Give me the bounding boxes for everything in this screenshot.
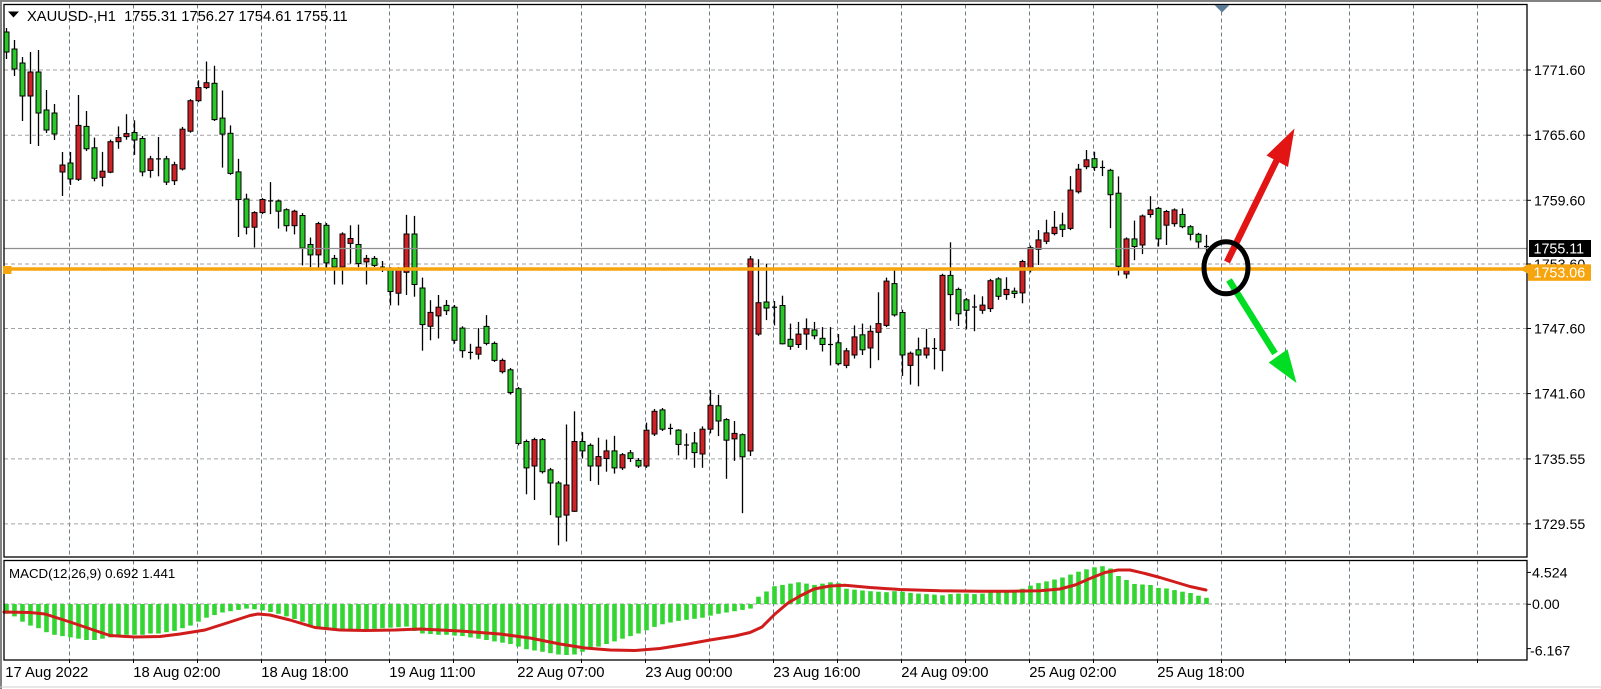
svg-text:1755.11: 1755.11 bbox=[1534, 242, 1585, 258]
svg-text:18 Aug 02:00: 18 Aug 02:00 bbox=[133, 665, 220, 681]
svg-text:1753.06: 1753.06 bbox=[1534, 266, 1586, 282]
svg-text:4.524: 4.524 bbox=[1532, 565, 1568, 581]
svg-text:25 Aug 18:00: 25 Aug 18:00 bbox=[1157, 665, 1244, 681]
svg-text:1765.60: 1765.60 bbox=[1534, 128, 1585, 144]
svg-text:18 Aug 18:00: 18 Aug 18:00 bbox=[261, 665, 348, 681]
svg-text:1771.60: 1771.60 bbox=[1534, 63, 1585, 79]
svg-text:1741.60: 1741.60 bbox=[1534, 387, 1585, 403]
svg-text:24 Aug 09:00: 24 Aug 09:00 bbox=[901, 665, 988, 681]
svg-text:0.00: 0.00 bbox=[1532, 597, 1560, 613]
svg-text:1735.55: 1735.55 bbox=[1534, 452, 1585, 468]
svg-text:-6.167: -6.167 bbox=[1530, 643, 1570, 659]
svg-text:1747.60: 1747.60 bbox=[1534, 322, 1585, 338]
svg-text:23 Aug 00:00: 23 Aug 00:00 bbox=[645, 665, 732, 681]
svg-text:23 Aug 16:00: 23 Aug 16:00 bbox=[773, 665, 860, 681]
svg-text:XAUUSD-,H1 1755.31 1756.27 17: XAUUSD-,H1 1755.31 1756.27 1754.61 1755.… bbox=[27, 9, 348, 25]
svg-text:1729.55: 1729.55 bbox=[1534, 517, 1585, 533]
svg-text:MACD(12,26,9) 0.692 1.441: MACD(12,26,9) 0.692 1.441 bbox=[9, 566, 175, 581]
svg-text:25 Aug 02:00: 25 Aug 02:00 bbox=[1029, 665, 1116, 681]
svg-text:22 Aug 07:00: 22 Aug 07:00 bbox=[517, 665, 604, 681]
svg-text:1759.60: 1759.60 bbox=[1534, 193, 1585, 209]
svg-text:19 Aug 11:00: 19 Aug 11:00 bbox=[389, 665, 475, 681]
svg-text:17 Aug 2022: 17 Aug 2022 bbox=[5, 665, 88, 681]
